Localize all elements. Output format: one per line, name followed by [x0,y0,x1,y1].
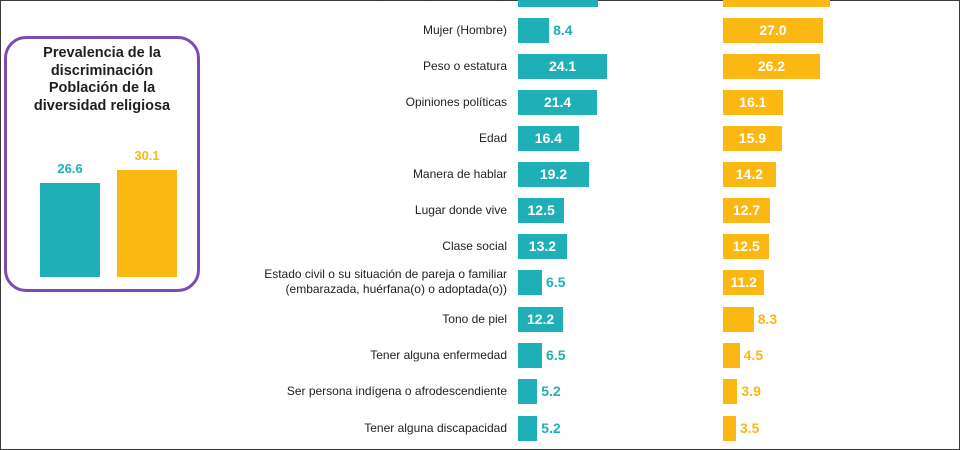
bar-value-label: 5.2 [541,382,561,399]
bar-series-b [723,415,736,441]
category-label-line: Clase social [442,238,507,253]
category-label: Clase social [187,239,507,254]
bar-series-b [723,53,820,79]
bar-value-label: 8.3 [757,310,778,327]
bar-value-label: 14.2 [735,165,763,182]
bar-series-b [723,17,823,43]
category-label-line: Ser persona indígena o afrodescendiente [286,383,507,398]
category-label-line: Tono de piel [442,311,507,326]
inset-title: Prevalencia de la discriminación Poblaci… [7,45,197,115]
inset-title-line: discriminación [50,62,154,79]
bar-series-a [518,197,565,223]
bar-value-label: 6.5 [546,273,566,290]
category-label: Tener alguna enfermedad [187,348,507,363]
bar-series-b [723,125,782,151]
category-label: Estado civil o su situación de pareja o … [187,267,507,297]
category-label: Peso o estatura [187,59,507,74]
category-label: Mujer (Hombre) [187,23,507,38]
bar-series-b [723,89,783,115]
bar-value-label: 3.5 [739,419,760,436]
inset-title-line: Prevalencia de la [43,45,161,61]
bar-series-a [518,378,538,404]
bar-series-a [518,269,543,295]
category-label: de peinarse, perforaciones) [187,0,507,2]
category-label: Manera de hablar [187,167,507,182]
bar-value-label: 8.4 [553,21,573,38]
bar-value-label: 3.9 [741,382,761,399]
bar-value-label: 4.5 [743,346,764,363]
category-label-line: Lugar donde vive [414,202,507,217]
bar-value-label: 11.2 [730,273,757,290]
category-label: Tener alguna discapacidad [187,421,507,436]
inset-value-label-series-a: 26.6 [57,160,83,176]
bar-value-label: 13.2 [528,237,557,254]
bar-series-b [723,0,830,7]
bar-value-label: 19.2 [539,165,568,182]
bar-series-b [723,197,770,223]
bar-value-label: 24.1 [548,57,577,74]
bar-series-a [518,0,598,7]
bar-series-a [518,233,567,259]
bar-value-label: 15.9 [738,129,767,146]
category-label-line: (embarazada, huérfana(o) o adoptada(o)) [285,282,507,296]
bar-series-b [723,233,770,259]
bar-value-label: 16.4 [534,129,562,146]
bar-series-b [723,269,765,295]
category-label-line: Manera de hablar [412,166,507,181]
bar-value-label: 16.1 [739,93,767,110]
bar-series-a [518,89,598,115]
category-label-line: Estado civil o su situación de pareja o … [264,267,507,281]
bar-series-b [723,378,738,404]
prevalence-inset-panel: Prevalencia de la discriminación Poblaci… [4,36,200,292]
bar-series-a [518,306,564,332]
inset-bar-series-b [117,170,177,277]
bar-value-label: 12.5 [732,237,760,254]
inset-title-line: Población de la [48,80,156,96]
category-label: Opiniones políticas [187,95,507,110]
bar-series-b [723,306,754,332]
category-label-line: de peinarse, perforaciones) [187,0,507,2]
bar-series-a [518,415,538,441]
category-label: Tono de piel [187,312,507,327]
bar-series-a [518,342,543,368]
bar-series-a [518,125,579,151]
inset-bar-series-a [40,182,100,277]
category-label-line: Mujer (Hombre) [422,22,507,37]
category-label-line: Tener alguna discapacidad [364,420,507,435]
inset-title-line: diversidad religiosa [33,97,171,114]
bar-series-a [518,17,550,43]
bar-value-label: 21.4 [543,93,572,110]
category-label-line: Opiniones políticas [405,94,507,109]
bar-series-a [518,161,590,187]
bar-value-label: 6.5 [546,346,566,363]
inset-value-label-series-b: 30.1 [134,148,160,164]
bar-series-b [723,342,740,368]
category-label: Ser persona indígena o afrodescendiente [187,384,507,399]
bar-value-label: 27.0 [759,21,787,38]
bar-value-label: 12.2 [526,310,555,327]
category-label-line: Peso o estatura [422,58,507,73]
bar-value-label: 12.7 [732,201,761,218]
bar-value-label: 12.5 [527,201,555,218]
bar-series-b [723,161,776,187]
category-label: Edad [187,131,507,146]
bar-value-label: 26.2 [757,57,786,74]
category-label-line: Tener alguna enfermedad [370,347,507,362]
bar-value-label: 5.2 [541,419,561,436]
category-label-line: Edad [478,130,507,145]
category-label: Lugar donde vive [187,203,507,218]
bar-series-a [518,53,608,79]
